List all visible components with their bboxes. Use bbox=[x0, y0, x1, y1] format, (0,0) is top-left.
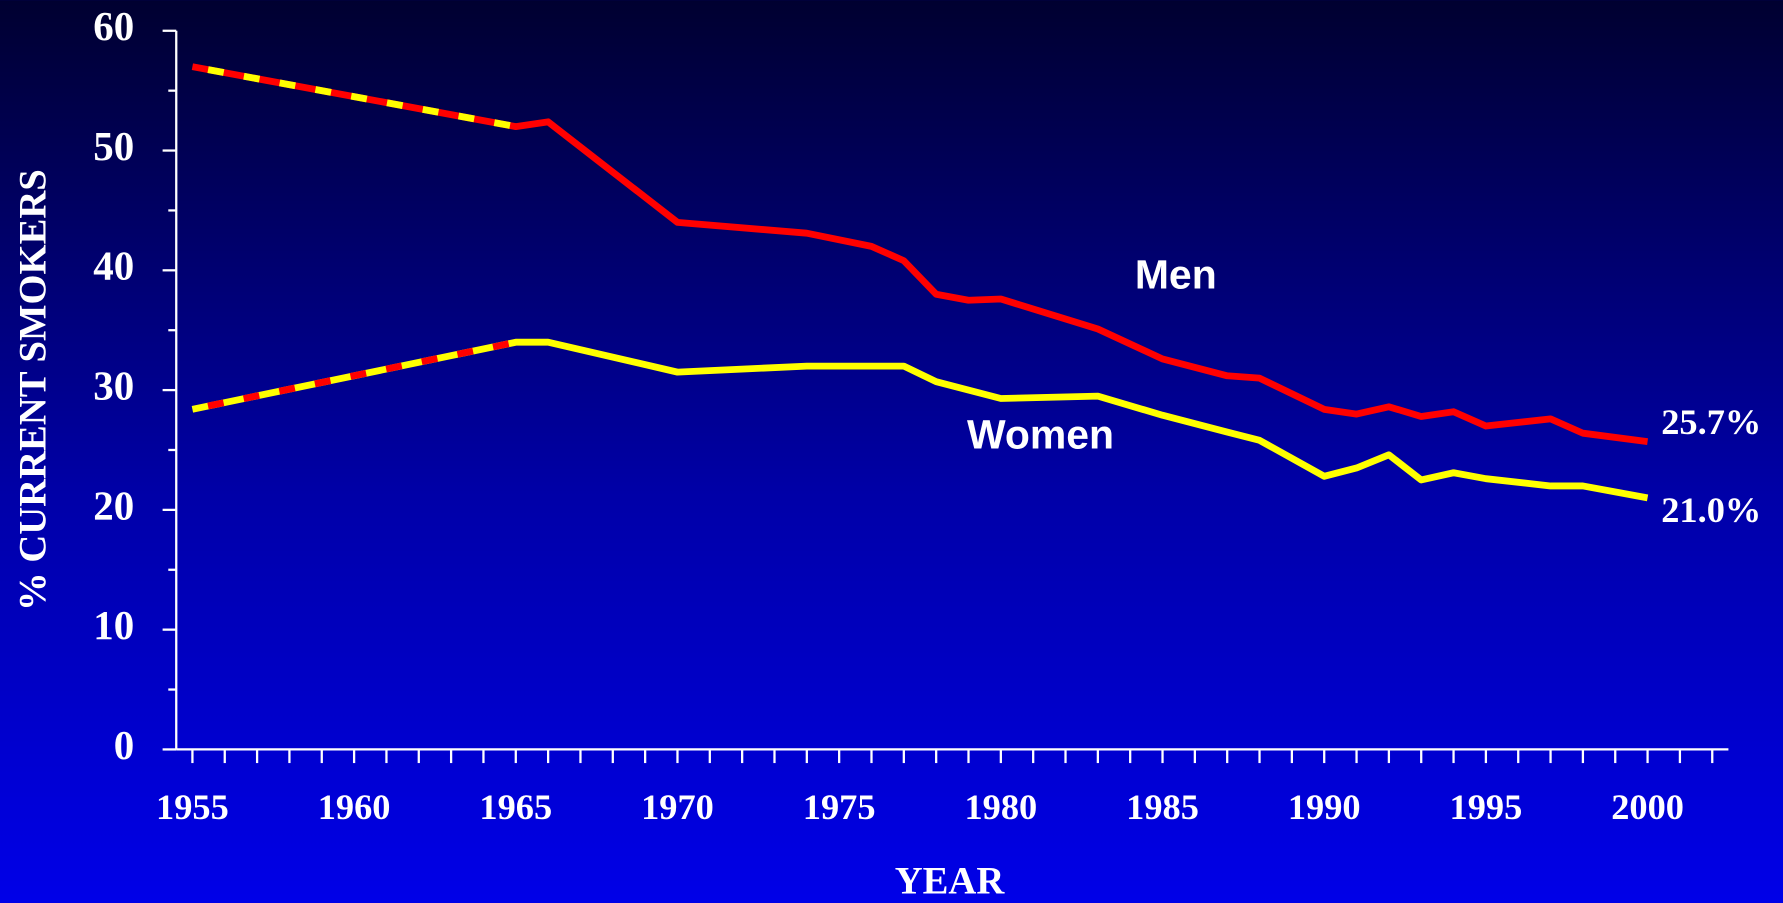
x-tick-label: 1965 bbox=[479, 787, 552, 827]
x-tick-label: 1955 bbox=[156, 787, 229, 827]
series-label: Men bbox=[1135, 251, 1217, 297]
series-line bbox=[191, 63, 1649, 445]
x-tick-label: 1995 bbox=[1450, 787, 1523, 827]
y-axis-label: % CURRENT SMOKERS bbox=[12, 169, 54, 611]
value-label: 21.0% bbox=[1661, 490, 1761, 530]
x-tick-label: 1985 bbox=[1126, 787, 1199, 827]
series-label: Women bbox=[967, 412, 1114, 458]
x-tick-label: 1975 bbox=[803, 787, 876, 827]
dash-overlay bbox=[191, 338, 517, 413]
x-tick-label: 1960 bbox=[318, 787, 391, 827]
y-tick-label: 0 bbox=[114, 723, 134, 768]
series-line bbox=[191, 338, 1649, 502]
x-tick-label: 2000 bbox=[1611, 787, 1684, 827]
y-tick-label: 10 bbox=[93, 603, 134, 648]
x-axis-label: YEAR bbox=[895, 861, 1006, 903]
x-tick-label: 1970 bbox=[641, 787, 714, 827]
y-tick-label: 60 bbox=[93, 4, 134, 49]
dash-overlay bbox=[191, 63, 517, 130]
y-tick-label: 50 bbox=[93, 124, 134, 169]
value-label: 25.7% bbox=[1661, 402, 1761, 442]
y-tick-label: 20 bbox=[93, 483, 134, 528]
x-tick-label: 1980 bbox=[964, 787, 1037, 827]
x-tick-label: 1990 bbox=[1288, 787, 1361, 827]
y-tick-label: 40 bbox=[93, 244, 134, 289]
y-tick-label: 30 bbox=[93, 363, 134, 408]
